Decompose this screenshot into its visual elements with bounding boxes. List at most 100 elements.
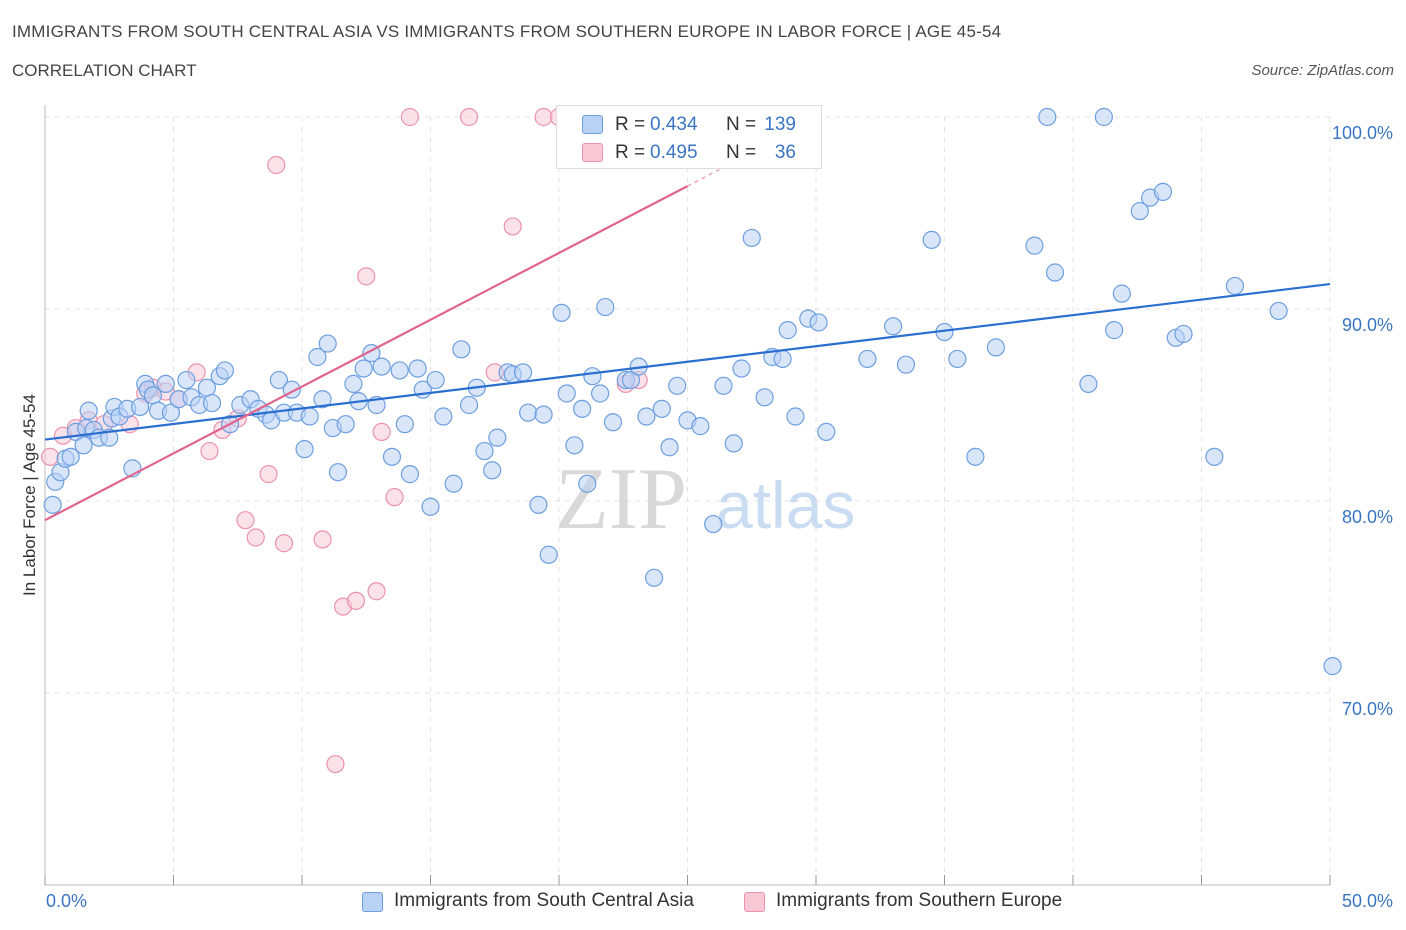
data-point-blue bbox=[1323, 657, 1342, 676]
data-point-pink bbox=[534, 107, 553, 127]
data-point-blue bbox=[883, 317, 903, 336]
data-point-pink bbox=[346, 591, 366, 610]
x-tick-label: 0.0% bbox=[46, 891, 87, 911]
data-point-blue bbox=[1025, 236, 1044, 255]
data-point-blue bbox=[395, 415, 414, 434]
data-point-pink bbox=[267, 155, 286, 175]
r-value: 0.434 bbox=[650, 114, 698, 135]
data-point-blue bbox=[1045, 263, 1065, 282]
blue-swatch bbox=[362, 892, 383, 912]
data-point-pink bbox=[200, 441, 219, 461]
data-point-blue bbox=[1112, 284, 1131, 303]
data-point-blue bbox=[534, 405, 553, 424]
series-pink-points bbox=[41, 107, 648, 774]
data-point-blue bbox=[922, 230, 941, 249]
data-point-blue bbox=[1269, 301, 1288, 321]
n-label: N = bbox=[726, 142, 757, 163]
data-point-blue bbox=[308, 347, 327, 367]
data-point-blue bbox=[382, 447, 402, 466]
data-point-blue bbox=[1174, 324, 1193, 344]
data-point-blue bbox=[1153, 182, 1173, 201]
data-point-blue bbox=[328, 463, 348, 482]
data-point-blue bbox=[79, 401, 98, 420]
trend-line-blue bbox=[44, 282, 1331, 441]
legend-label: Immigrants from South Central Asia bbox=[394, 890, 694, 911]
data-point-blue bbox=[557, 384, 576, 403]
chart-title: IMMIGRANTS FROM SOUTH CENTRAL ASIA VS IM… bbox=[12, 22, 1002, 41]
data-point-blue bbox=[372, 357, 391, 376]
data-point-blue bbox=[539, 545, 558, 564]
data-point-pink bbox=[236, 511, 255, 530]
legend-label: Immigrants from Southern Europe bbox=[776, 890, 1063, 911]
data-point-pink bbox=[400, 107, 420, 127]
data-point-blue bbox=[1079, 374, 1098, 393]
data-point-blue bbox=[637, 407, 656, 426]
data-point-pink bbox=[367, 582, 386, 601]
data-point-blue bbox=[156, 374, 175, 393]
data-point-blue bbox=[691, 417, 710, 436]
data-point-blue bbox=[644, 568, 664, 587]
y-axis-title: In Labor Force | Age 45-54 bbox=[20, 394, 39, 596]
data-point-blue bbox=[444, 474, 463, 493]
data-point-pink bbox=[246, 528, 265, 547]
stats-legend: R = 0.434 N = 139 R = 0.495 N = 36 bbox=[556, 105, 822, 169]
data-point-blue bbox=[1105, 321, 1124, 340]
chart-subtitle: CORRELATION CHART bbox=[12, 61, 197, 80]
watermark-atlas: atlas bbox=[716, 468, 855, 542]
data-point-pink bbox=[385, 488, 404, 507]
axes bbox=[44, 105, 1331, 886]
data-point-blue bbox=[513, 363, 533, 382]
n-value: 36 bbox=[774, 142, 796, 163]
data-point-blue bbox=[858, 349, 877, 369]
data-point-blue bbox=[459, 395, 479, 415]
data-point-blue bbox=[778, 321, 797, 340]
data-point-blue bbox=[573, 399, 592, 418]
data-point-blue bbox=[529, 495, 548, 514]
data-point-blue bbox=[434, 407, 453, 426]
data-point-blue bbox=[603, 413, 623, 432]
data-point-blue bbox=[318, 334, 337, 353]
data-point-blue bbox=[202, 393, 222, 413]
data-point-blue bbox=[344, 374, 363, 393]
data-point-blue bbox=[986, 338, 1006, 357]
r-label: R = bbox=[615, 142, 646, 163]
data-point-blue bbox=[755, 388, 774, 407]
axis-labels: 70.0% 80.0% 90.0% 100.0% 0.0% 50.0% In Labor F… bbox=[20, 123, 1393, 911]
data-point-pink bbox=[41, 447, 60, 466]
data-point-blue bbox=[300, 407, 319, 426]
blue-swatch bbox=[582, 115, 603, 134]
data-point-pink bbox=[372, 422, 391, 441]
n-value: 139 bbox=[764, 114, 796, 135]
data-point-blue bbox=[966, 447, 985, 466]
data-point-pink bbox=[274, 534, 294, 553]
data-point-pink bbox=[503, 217, 522, 236]
data-point-blue bbox=[591, 384, 610, 403]
data-point-blue bbox=[724, 434, 743, 453]
watermark: ZIP atlas bbox=[555, 451, 855, 548]
watermark-zip: ZIP bbox=[555, 451, 687, 548]
data-point-blue bbox=[1130, 201, 1149, 221]
data-point-blue bbox=[583, 367, 602, 386]
data-point-blue bbox=[596, 297, 615, 317]
data-point-blue bbox=[426, 370, 445, 390]
grid-lines bbox=[45, 116, 1331, 885]
y-tick-label: 80.0% bbox=[1342, 507, 1393, 527]
data-point-pink bbox=[313, 530, 332, 549]
trend-line-pink bbox=[44, 185, 689, 522]
data-point-blue bbox=[390, 361, 409, 380]
r-value: 0.495 bbox=[650, 142, 698, 163]
r-label: R = bbox=[615, 114, 646, 135]
data-point-pink bbox=[459, 107, 479, 127]
data-point-blue bbox=[421, 497, 440, 516]
stats-row-blue: R = 0.434 N = 139 bbox=[557, 110, 821, 138]
data-point-blue bbox=[817, 422, 836, 441]
series-blue-points bbox=[43, 107, 1342, 676]
data-point-blue bbox=[130, 397, 150, 417]
trend-lines bbox=[44, 142, 1331, 522]
data-point-blue bbox=[773, 349, 792, 369]
data-point-blue bbox=[408, 359, 427, 378]
data-point-blue bbox=[43, 495, 62, 514]
data-point-blue bbox=[1094, 107, 1113, 127]
data-point-blue bbox=[714, 376, 733, 395]
